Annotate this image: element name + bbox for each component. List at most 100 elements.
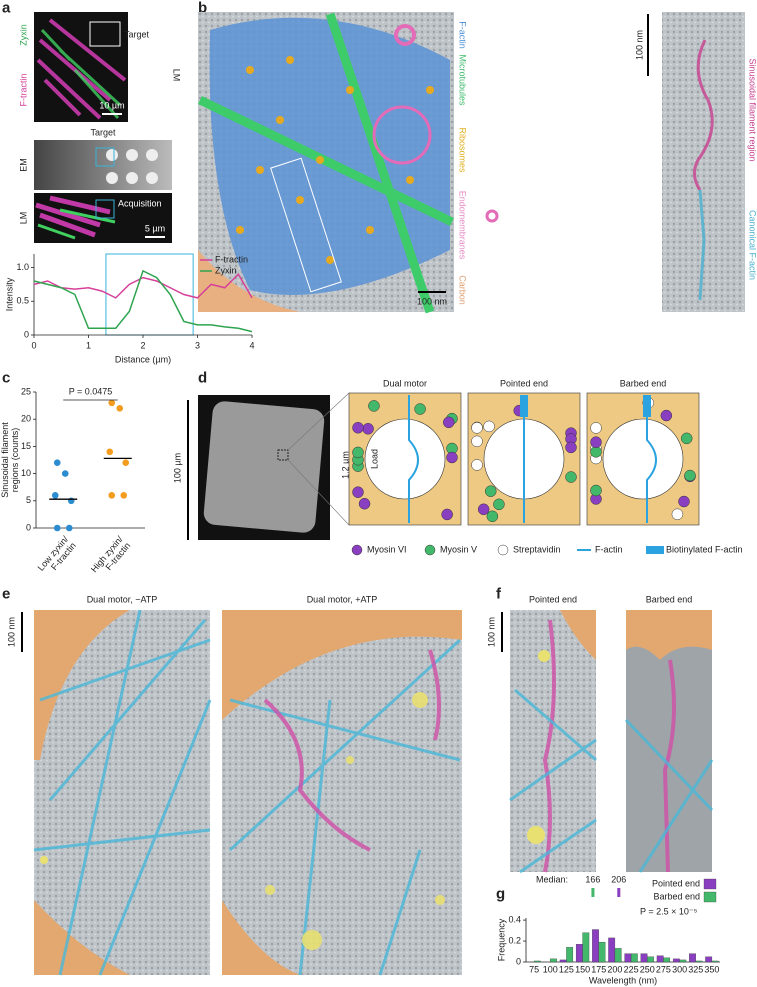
- x-tick-label: 350: [704, 964, 719, 974]
- legend-label: Pointed end: [652, 878, 700, 888]
- panel-letter: d: [198, 369, 207, 386]
- panel-letter: g: [496, 885, 505, 902]
- protein: [471, 459, 483, 471]
- bar: [598, 941, 606, 963]
- aperture: [602, 418, 684, 500]
- protein: [565, 471, 577, 483]
- label: LM: [172, 69, 182, 82]
- protein: [368, 400, 380, 412]
- legend-label: Carbon: [458, 275, 468, 305]
- x-tick-label: 2: [140, 340, 145, 350]
- protein: [684, 469, 696, 482]
- protein: [352, 421, 364, 434]
- panel-letter: a: [2, 0, 11, 16]
- dot: [51, 492, 59, 499]
- protein: [471, 435, 483, 448]
- y-axis-title: Frequency: [496, 918, 506, 961]
- bar: [575, 944, 583, 963]
- protein: [414, 403, 426, 415]
- dot: [108, 399, 116, 407]
- cryo-em-image: [222, 610, 462, 976]
- legend-label: Myosin V: [440, 544, 477, 554]
- x-tick-label: 1: [86, 340, 91, 350]
- y-tick-label: 20: [21, 414, 31, 424]
- x-tick-label: 75: [529, 964, 539, 974]
- legend-swatch: [646, 546, 664, 554]
- protein: [590, 446, 602, 458]
- label: Acquisition: [118, 198, 162, 208]
- annotation: P = 0.0475: [69, 386, 113, 396]
- protein: [493, 498, 505, 511]
- label: Target: [90, 127, 116, 137]
- label: EM: [18, 158, 28, 172]
- scale-label: 100 µm: [172, 453, 182, 483]
- image-title: Dual motor, +ATP: [307, 594, 378, 604]
- bar: [582, 932, 590, 963]
- x-tick-label: 250: [640, 964, 655, 974]
- bar: [689, 953, 696, 963]
- protein: [680, 432, 693, 445]
- protein: [671, 508, 684, 521]
- cryo-em-image: [21, 609, 212, 976]
- aperture: [364, 418, 446, 500]
- median-label: 206: [611, 874, 626, 884]
- label: Canonical F-actin: [748, 210, 757, 280]
- scale-label: 100 nm: [486, 617, 496, 647]
- legend-label: Barbed end: [653, 891, 700, 901]
- bar: [550, 958, 557, 963]
- protein: [358, 497, 371, 510]
- x-tick-label: High zyxin/F-tractin: [89, 534, 133, 581]
- x-tick-label: 200: [607, 964, 622, 974]
- cryo-em-image: [624, 610, 714, 873]
- legend-label: Microtubules: [458, 54, 468, 106]
- diagram-title: Dual motor: [383, 378, 427, 388]
- legend-label: Ribosomes: [458, 127, 468, 173]
- bar: [630, 953, 638, 963]
- y-tick-label: 1.0: [16, 262, 29, 272]
- legend-label: F-actin: [458, 21, 468, 49]
- bar: [695, 960, 703, 963]
- scale-label: 100 nm: [417, 296, 447, 306]
- annotation: Median:: [536, 874, 568, 884]
- protein: [484, 485, 497, 497]
- fluorescence-image: [34, 12, 128, 122]
- x-tick-label: 4: [249, 340, 254, 350]
- protein: [477, 503, 490, 516]
- scale-label: 1.2 µm: [340, 451, 350, 479]
- x-axis-title: Wavelength (nm): [589, 975, 657, 985]
- y-tick-label: 0: [26, 522, 31, 532]
- legend-label: Endomembranes: [458, 191, 468, 260]
- filament: [646, 395, 657, 523]
- legend-label: F-tractin: [215, 254, 248, 264]
- x-axis-title: Distance (µm): [115, 354, 171, 364]
- line-series: [33, 273, 253, 299]
- scale-label: 10 µm: [99, 100, 124, 110]
- annotation: P = 2.5 × 10⁻⁵: [640, 906, 698, 916]
- image-title: Barbed end: [646, 594, 693, 604]
- dot: [53, 524, 61, 532]
- legend-label: Zyxin: [215, 265, 237, 275]
- dot: [116, 405, 124, 412]
- legend-label: F-actin: [595, 544, 623, 554]
- panel-letter: e: [2, 585, 10, 602]
- label: F-tractin: [18, 73, 28, 106]
- filament: [408, 395, 419, 523]
- protein: [678, 495, 690, 508]
- y-tick-label: 25: [21, 386, 31, 396]
- y-tick-label: 0.4: [508, 914, 521, 924]
- legend-swatch: [351, 544, 363, 556]
- biotin-actin: [520, 395, 528, 417]
- legend-swatch: [703, 878, 717, 890]
- protein: [486, 510, 499, 523]
- x-tick-label: 100: [543, 964, 558, 974]
- protein: [471, 422, 483, 434]
- dot: [61, 470, 69, 477]
- dot: [122, 459, 130, 467]
- bar: [679, 959, 687, 963]
- legend-swatch: [424, 544, 436, 556]
- bar: [711, 960, 719, 963]
- y-axis-title: Intensity: [4, 277, 14, 311]
- line-series: [33, 269, 253, 333]
- protein: [483, 420, 495, 433]
